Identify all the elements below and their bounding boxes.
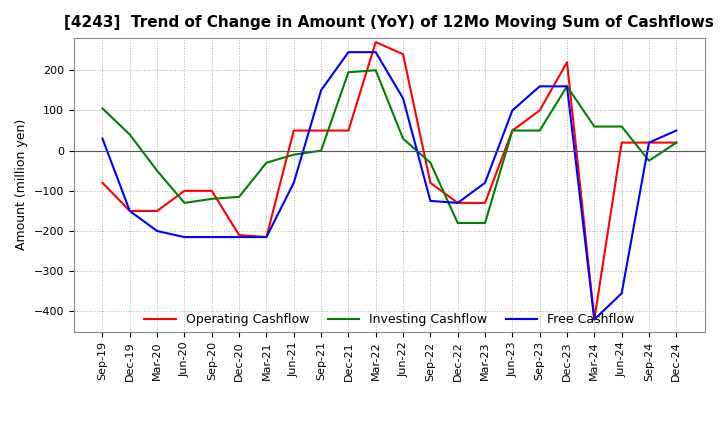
Free Cashflow xyxy=(563,84,572,89)
Investing Cashflow xyxy=(180,200,189,205)
Free Cashflow xyxy=(344,50,353,55)
Operating Cashflow xyxy=(125,208,134,213)
Line: Investing Cashflow: Investing Cashflow xyxy=(102,70,676,223)
Investing Cashflow xyxy=(454,220,462,226)
Investing Cashflow xyxy=(426,160,435,165)
Operating Cashflow xyxy=(508,128,517,133)
Investing Cashflow xyxy=(617,124,626,129)
Title: [4243]  Trend of Change in Amount (YoY) of 12Mo Moving Sum of Cashflows: [4243] Trend of Change in Amount (YoY) o… xyxy=(65,15,714,30)
Operating Cashflow xyxy=(590,317,598,322)
Operating Cashflow xyxy=(344,128,353,133)
Free Cashflow xyxy=(180,235,189,240)
Investing Cashflow xyxy=(317,148,325,153)
Operating Cashflow xyxy=(672,140,680,145)
Operating Cashflow xyxy=(426,180,435,185)
Operating Cashflow xyxy=(98,180,107,185)
Investing Cashflow xyxy=(344,70,353,75)
Operating Cashflow xyxy=(317,128,325,133)
Free Cashflow xyxy=(98,136,107,141)
Operating Cashflow xyxy=(563,59,572,65)
Operating Cashflow xyxy=(262,235,271,240)
Investing Cashflow xyxy=(372,68,380,73)
Operating Cashflow xyxy=(617,140,626,145)
Investing Cashflow xyxy=(644,158,653,163)
Line: Free Cashflow: Free Cashflow xyxy=(102,52,676,319)
Investing Cashflow xyxy=(125,132,134,137)
Investing Cashflow xyxy=(536,128,544,133)
Free Cashflow xyxy=(672,128,680,133)
Operating Cashflow xyxy=(235,232,243,238)
Investing Cashflow xyxy=(235,194,243,199)
Investing Cashflow xyxy=(399,136,408,141)
Free Cashflow xyxy=(481,180,490,185)
Free Cashflow xyxy=(536,84,544,89)
Investing Cashflow xyxy=(153,168,161,173)
Investing Cashflow xyxy=(207,196,216,202)
Free Cashflow xyxy=(454,200,462,205)
Free Cashflow xyxy=(617,291,626,296)
Investing Cashflow xyxy=(508,128,517,133)
Free Cashflow xyxy=(399,96,408,101)
Operating Cashflow xyxy=(454,200,462,205)
Free Cashflow xyxy=(590,317,598,322)
Free Cashflow xyxy=(207,235,216,240)
Line: Operating Cashflow: Operating Cashflow xyxy=(102,42,676,319)
Investing Cashflow xyxy=(98,106,107,111)
Free Cashflow xyxy=(125,208,134,213)
Free Cashflow xyxy=(644,140,653,145)
Operating Cashflow xyxy=(153,208,161,213)
Operating Cashflow xyxy=(180,188,189,194)
Investing Cashflow xyxy=(481,220,490,226)
Free Cashflow xyxy=(317,88,325,93)
Operating Cashflow xyxy=(207,188,216,194)
Operating Cashflow xyxy=(536,108,544,113)
Free Cashflow xyxy=(426,198,435,204)
Free Cashflow xyxy=(235,235,243,240)
Free Cashflow xyxy=(289,180,298,185)
Investing Cashflow xyxy=(590,124,598,129)
Free Cashflow xyxy=(262,235,271,240)
Operating Cashflow xyxy=(372,40,380,45)
Legend: Operating Cashflow, Investing Cashflow, Free Cashflow: Operating Cashflow, Investing Cashflow, … xyxy=(140,308,639,331)
Free Cashflow xyxy=(372,50,380,55)
Operating Cashflow xyxy=(644,140,653,145)
Investing Cashflow xyxy=(289,152,298,158)
Investing Cashflow xyxy=(563,84,572,89)
Y-axis label: Amount (million yen): Amount (million yen) xyxy=(15,119,28,250)
Operating Cashflow xyxy=(289,128,298,133)
Investing Cashflow xyxy=(672,140,680,145)
Free Cashflow xyxy=(153,228,161,234)
Free Cashflow xyxy=(508,108,517,113)
Investing Cashflow xyxy=(262,160,271,165)
Operating Cashflow xyxy=(481,200,490,205)
Operating Cashflow xyxy=(399,51,408,57)
